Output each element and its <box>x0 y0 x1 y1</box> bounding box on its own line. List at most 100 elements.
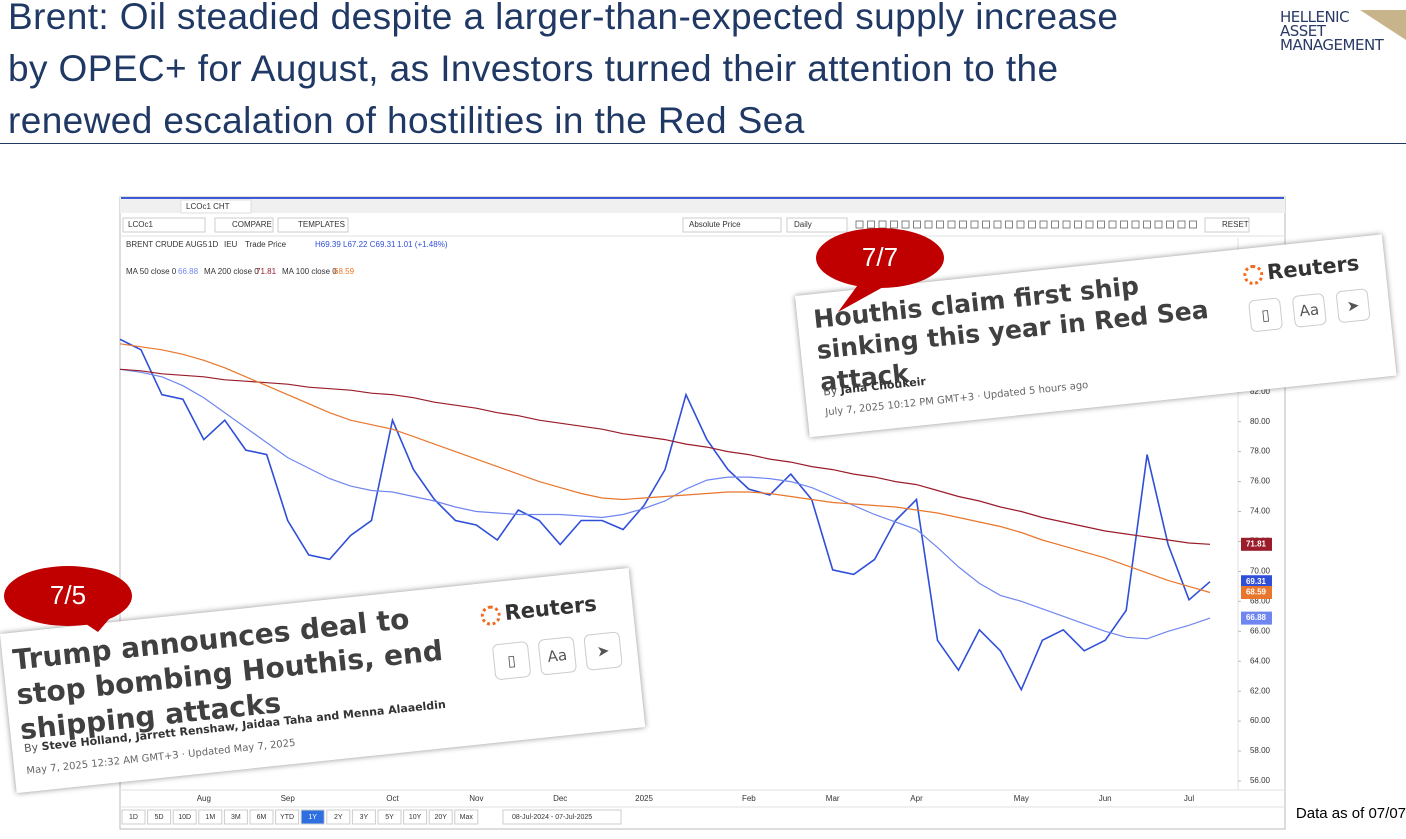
range-label[interactable]: YTD <box>280 814 294 821</box>
x-tick-label: Feb <box>742 794 756 803</box>
toolbar-icon <box>1005 220 1013 229</box>
legend-label: MA 50 close 0 <box>126 267 177 276</box>
quote-ohlc: H69.39 L67.22 C69.31 <box>315 240 396 249</box>
last-value-label: 68.59 <box>1246 588 1267 597</box>
toolbar-icon <box>855 220 864 229</box>
toolbar-icon <box>913 220 921 229</box>
range-button[interactable] <box>198 809 223 825</box>
symbol[interactable]: LCOc1 <box>128 220 153 229</box>
range-label[interactable]: Max <box>460 814 474 821</box>
range-label[interactable]: 1D <box>129 814 138 821</box>
toolbar-icon <box>1085 220 1094 229</box>
toolbar-icon <box>1166 220 1174 229</box>
callout-label: 7/5 <box>50 580 86 610</box>
toolbar-icon <box>993 220 1002 229</box>
range-button[interactable] <box>249 809 274 825</box>
range-label[interactable]: 20Y <box>434 814 447 821</box>
toolbar-icon <box>1189 220 1197 229</box>
x-tick-label: 2025 <box>635 794 653 803</box>
quote-interval: 1D <box>208 240 218 249</box>
title-line: Brent: Oil steadied despite a larger-tha… <box>8 0 1119 37</box>
x-tick-label: Aug <box>197 794 211 803</box>
interval[interactable]: Daily <box>794 220 812 229</box>
toolbar-icon <box>878 220 887 229</box>
title-line: by OPEC+ for August, as Investors turned… <box>8 48 1059 89</box>
range-button[interactable] <box>223 809 248 825</box>
y-tick-label: 64.00 <box>1250 656 1271 665</box>
range-button[interactable] <box>147 809 172 825</box>
y-tick-label: 78.00 <box>1250 447 1271 456</box>
range-button[interactable] <box>172 809 197 825</box>
x-tick-label: Mar <box>826 794 840 803</box>
price-mode-select[interactable] <box>682 217 782 233</box>
series-line <box>119 368 1211 545</box>
quote-exchange: IEU <box>224 240 238 249</box>
compare-label[interactable]: COMPARE <box>232 220 272 229</box>
toolbar-icon <box>947 220 956 229</box>
range-label[interactable]: 1Y <box>308 814 317 821</box>
range-button[interactable] <box>377 809 402 825</box>
reset-button[interactable] <box>1204 217 1250 233</box>
toolbar-icon <box>936 220 944 229</box>
range-label[interactable]: 3M <box>231 814 241 821</box>
range-button[interactable] <box>300 809 325 825</box>
series-line <box>119 338 1211 692</box>
templates-button[interactable] <box>277 217 349 233</box>
x-tick-label: Sep <box>281 794 296 803</box>
y-tick-label: 70.00 <box>1250 567 1271 576</box>
range-label[interactable]: 1M <box>205 814 215 821</box>
y-tick-label: 76.00 <box>1250 477 1271 486</box>
toolbar-icon <box>1039 220 1048 229</box>
range-label[interactable]: 2Y <box>334 814 343 821</box>
price-mode[interactable]: Absolute Price <box>689 220 741 229</box>
range-label[interactable]: 3Y <box>360 814 369 821</box>
callout <box>4 566 132 626</box>
logo-text: HELLENIC <box>1280 8 1350 26</box>
logo-text: ASSET <box>1280 22 1326 40</box>
footer-note: Data as of 07/07 <box>1295 805 1406 822</box>
date-range-box[interactable] <box>502 809 622 825</box>
compare-button[interactable] <box>214 217 274 233</box>
range-label[interactable]: 5D <box>155 814 164 821</box>
last-value-label: 71.81 <box>1246 539 1267 548</box>
legend-label: MA 100 close 0 <box>282 267 337 276</box>
window-accent <box>121 197 1284 199</box>
toolbar-icon <box>982 220 990 229</box>
toolbar-icon <box>1051 220 1059 229</box>
toolbar-icon <box>970 220 979 229</box>
symbol-box[interactable] <box>122 217 206 233</box>
window-bar <box>120 197 1285 213</box>
range-button[interactable] <box>454 809 479 825</box>
range-label[interactable]: 5Y <box>385 814 394 821</box>
toolbar-icon <box>1028 220 1036 229</box>
x-tick-label: May <box>1014 794 1029 803</box>
interval-select[interactable] <box>786 217 848 233</box>
y-tick-label: 74.00 <box>1250 507 1271 516</box>
last-value-label: 66.88 <box>1246 613 1267 622</box>
instrument: BRENT CRUDE AUG5 <box>126 240 208 249</box>
tab-label[interactable]: LCOc1 CHT <box>186 202 230 211</box>
range-button[interactable] <box>351 809 376 825</box>
range-label[interactable]: 10D <box>178 814 191 821</box>
range-label[interactable]: 6M <box>257 814 267 821</box>
range-button[interactable] <box>326 809 351 825</box>
date-range[interactable]: 08-Jul-2024 - 07-Jul-2025 <box>512 814 592 821</box>
last-value-tag <box>1241 575 1272 589</box>
tab[interactable] <box>180 199 252 214</box>
toolbar-icon <box>1143 220 1151 229</box>
range-button[interactable] <box>121 809 146 825</box>
range-label[interactable]: 10Y <box>409 814 422 821</box>
toolbar-icon <box>959 220 967 229</box>
templates-label[interactable]: TEMPLATES <box>298 220 345 229</box>
x-tick-label: Jul <box>1184 794 1194 803</box>
range-button[interactable] <box>275 809 300 825</box>
range-button[interactable] <box>403 809 428 825</box>
reset-label[interactable]: RESET <box>1222 220 1249 229</box>
toolbar-icon <box>1108 220 1117 229</box>
toolbar-icon <box>867 220 875 229</box>
last-value-tag <box>1241 611 1272 625</box>
toolbar-icon <box>890 220 898 229</box>
legend-value: 66.88 <box>178 267 199 276</box>
range-button[interactable] <box>428 809 453 825</box>
